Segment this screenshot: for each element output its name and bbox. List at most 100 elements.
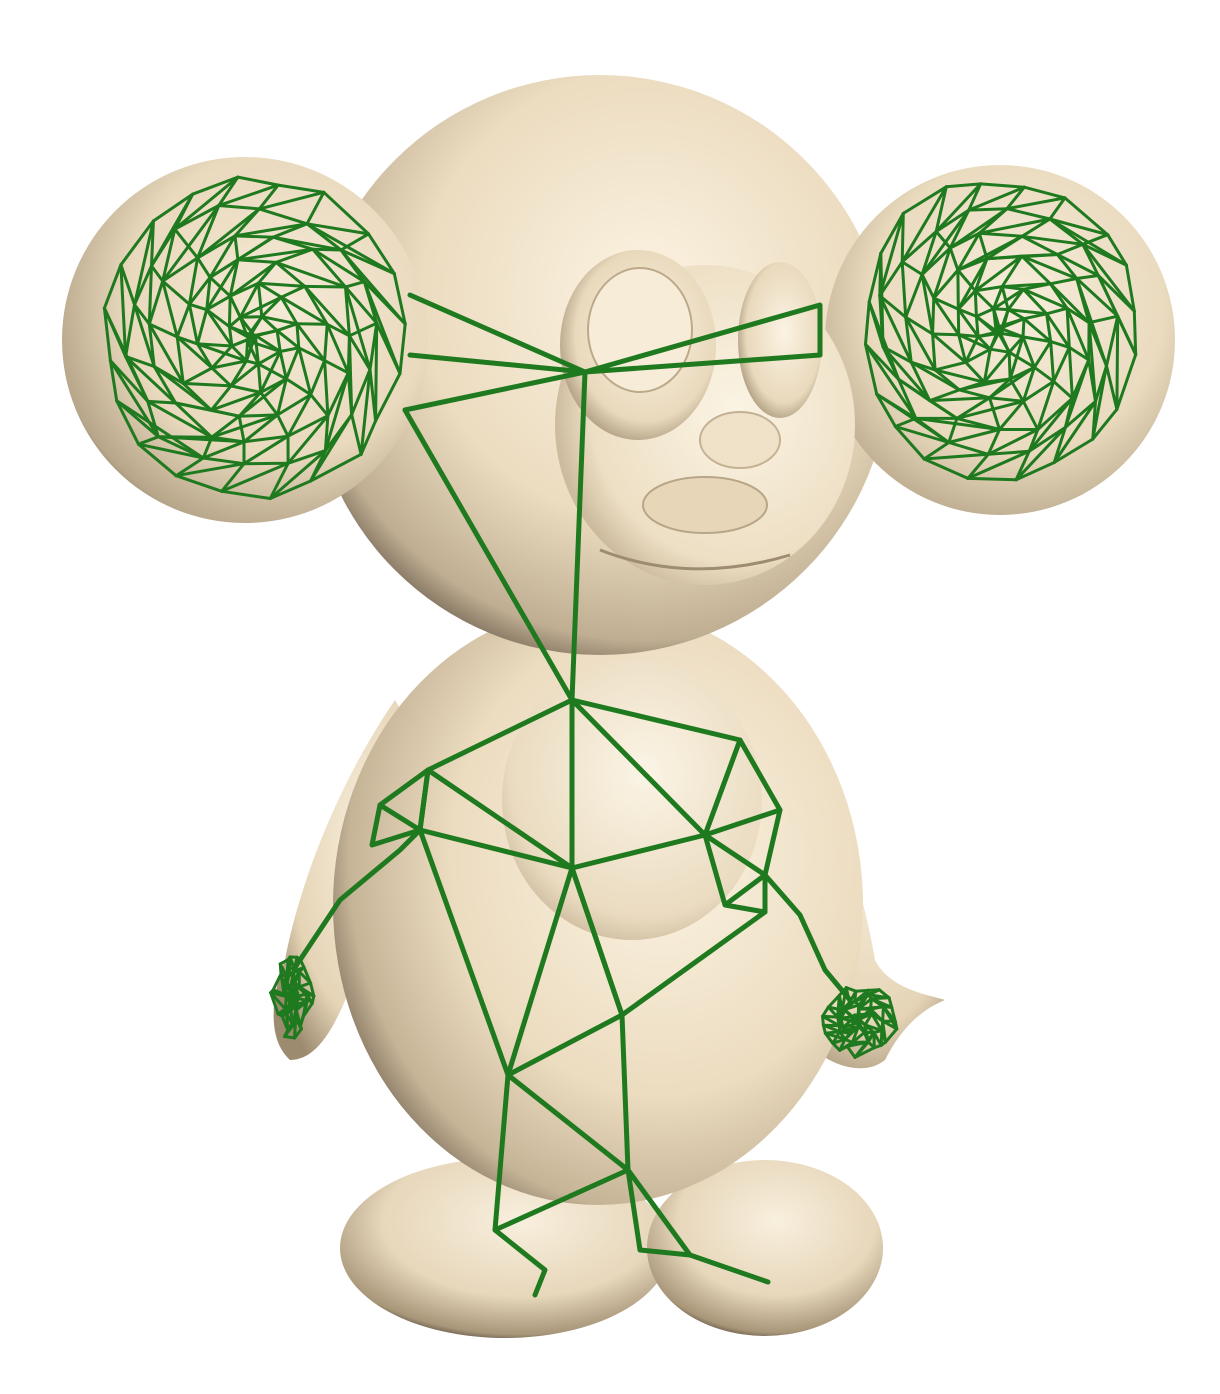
right-ear-wire-edge bbox=[1115, 353, 1138, 411]
right-hand-wire-edge bbox=[881, 1019, 899, 1031]
right-ear-wire-edge bbox=[900, 185, 948, 264]
left-ear-wire-edge bbox=[247, 315, 264, 339]
left-ear-wire-edge bbox=[253, 329, 279, 337]
right-ear-wire-edge bbox=[900, 260, 924, 276]
left-ear-wire-edge bbox=[133, 219, 155, 307]
right-ear-wire-edge bbox=[982, 347, 992, 384]
left-ear-wire-edge bbox=[173, 175, 240, 231]
left-ear-wire-edge bbox=[196, 342, 248, 363]
left-ear-wire-edge bbox=[362, 280, 407, 326]
right-ear-wire-edge bbox=[1021, 282, 1052, 291]
left-ear-wire-edge bbox=[344, 280, 366, 289]
left-ear-wire-edge bbox=[305, 222, 396, 276]
left-ear-wire-edge bbox=[227, 315, 242, 329]
right-ear-wire-edge bbox=[988, 396, 1001, 431]
right-ear-wire-edge bbox=[992, 307, 1003, 337]
right-ear-wire-edge bbox=[1067, 345, 1074, 400]
right-ear-wire-edge bbox=[897, 377, 932, 403]
left-ear-wire-edge bbox=[174, 462, 246, 478]
left-ear-wire-edge bbox=[187, 302, 209, 312]
left-ear-wire-edge bbox=[137, 442, 205, 460]
left-ear-wire-edge bbox=[230, 344, 248, 363]
left-ear-wire-edge bbox=[284, 377, 313, 397]
left-ear-wire-edge bbox=[295, 322, 329, 326]
left-ear-wire-edge bbox=[271, 222, 309, 239]
left-ear-wire-edge bbox=[237, 390, 263, 418]
left-ear-wire-edge bbox=[187, 256, 200, 306]
left-ear-wire-edge bbox=[115, 399, 140, 446]
left-hand-wire-edge bbox=[297, 981, 312, 989]
right-ear-wire-edge bbox=[1006, 287, 1025, 312]
left-ear-wire-edge bbox=[237, 377, 288, 418]
right-ear-wire-edge bbox=[1022, 317, 1053, 344]
right-ear-wire-edge bbox=[1096, 274, 1136, 313]
left-ear-wire-edge bbox=[244, 335, 257, 363]
right-ear-wire-edge bbox=[1008, 335, 1025, 381]
right-foot bbox=[647, 1160, 883, 1336]
right-ear-wire-edge bbox=[1027, 428, 1040, 453]
right-ear-wire-edge bbox=[864, 300, 871, 346]
left-ear-wire-edge bbox=[275, 329, 282, 353]
right-hand-wire-edge bbox=[872, 1031, 883, 1047]
left-ear-wire-edge bbox=[256, 281, 264, 319]
right-ear-wire-edge bbox=[1048, 217, 1110, 237]
right-ear-wire-edge bbox=[932, 296, 960, 311]
left-ear-wire-edge bbox=[268, 461, 290, 500]
right-ear-wire-edge bbox=[909, 360, 961, 392]
left-ear-wire-edge bbox=[274, 247, 315, 264]
left-ear-wire-edge bbox=[260, 315, 279, 333]
right-hand-wire-edge bbox=[845, 1044, 857, 1059]
left-hand-wire-edge bbox=[293, 1015, 297, 1040]
right-ear-wire-edge bbox=[1075, 277, 1120, 318]
right-hand-wire-edge bbox=[863, 1023, 884, 1033]
left-ear-wire-edge bbox=[286, 393, 313, 438]
right-ear-wire-edge bbox=[1087, 358, 1097, 403]
left-ear-wire-edge bbox=[276, 377, 288, 417]
right-ear-wire-edge bbox=[1045, 312, 1071, 349]
left-ear-wire-edge bbox=[229, 359, 248, 388]
right-ear-wire-edge bbox=[973, 289, 996, 311]
left-ear-wire-edge bbox=[217, 175, 240, 207]
left-ear-wire-edge bbox=[173, 192, 195, 231]
right-ear-wire-edge bbox=[1106, 233, 1128, 267]
left-ear-wire-edge bbox=[275, 322, 299, 333]
left-ear-wire-edge bbox=[309, 359, 327, 397]
left-ear-wire-edge bbox=[274, 260, 307, 288]
right-hand-wire-edge bbox=[884, 1027, 899, 1044]
right-ear-wire-edge bbox=[1052, 345, 1071, 383]
right-ear-wire-edge bbox=[864, 342, 879, 396]
skeleton-torso-cross-c bbox=[702, 737, 743, 838]
right-ear-wire-edge bbox=[1132, 309, 1138, 356]
left-ear-wire-edge bbox=[174, 401, 213, 412]
left-ear-wire-edge bbox=[174, 401, 214, 439]
right-ear-wire-edge bbox=[1027, 425, 1067, 453]
right-hand-wireframe bbox=[821, 986, 899, 1059]
left-ear-wire-edge bbox=[161, 204, 221, 283]
left-ear-wire-edge bbox=[147, 322, 185, 385]
right-ear-wire-edge bbox=[914, 416, 1001, 431]
right-ear-wire-edge bbox=[964, 347, 992, 364]
right-ear-wire-edge bbox=[879, 211, 905, 255]
right-ear-wire-edge bbox=[1063, 399, 1097, 429]
left-ear-wire-edge bbox=[238, 281, 260, 319]
right-ear-wire-edge bbox=[985, 234, 1024, 261]
left-ear-wire-edge bbox=[196, 308, 209, 346]
left-ear-wire-edge bbox=[256, 281, 307, 288]
left-ear-wire-edge bbox=[278, 346, 301, 353]
left-ear-wire-edge bbox=[227, 325, 234, 348]
right-ear-wire-edge bbox=[1022, 312, 1049, 321]
left-ear-wire-edge bbox=[196, 342, 234, 348]
right-ear-wire-edge bbox=[1021, 287, 1049, 316]
right-ear-wire-edge bbox=[956, 307, 980, 338]
left-ear-wire-edge bbox=[325, 322, 351, 338]
right-ear-wire-edge bbox=[1032, 340, 1053, 369]
left-ear-wire-edge bbox=[173, 227, 200, 260]
left-ear-wire-edge bbox=[201, 440, 246, 460]
right-ear-wire-edge bbox=[920, 208, 971, 276]
left-ear-wire-edge bbox=[344, 285, 372, 372]
right-ear-wire-edge bbox=[955, 399, 1025, 420]
left-ear-wire-edge bbox=[175, 335, 185, 385]
right-ear-wire-edge bbox=[1020, 217, 1052, 238]
right-ear-wire-edge bbox=[1007, 350, 1012, 381]
left-ear-wire-edge bbox=[323, 359, 350, 375]
